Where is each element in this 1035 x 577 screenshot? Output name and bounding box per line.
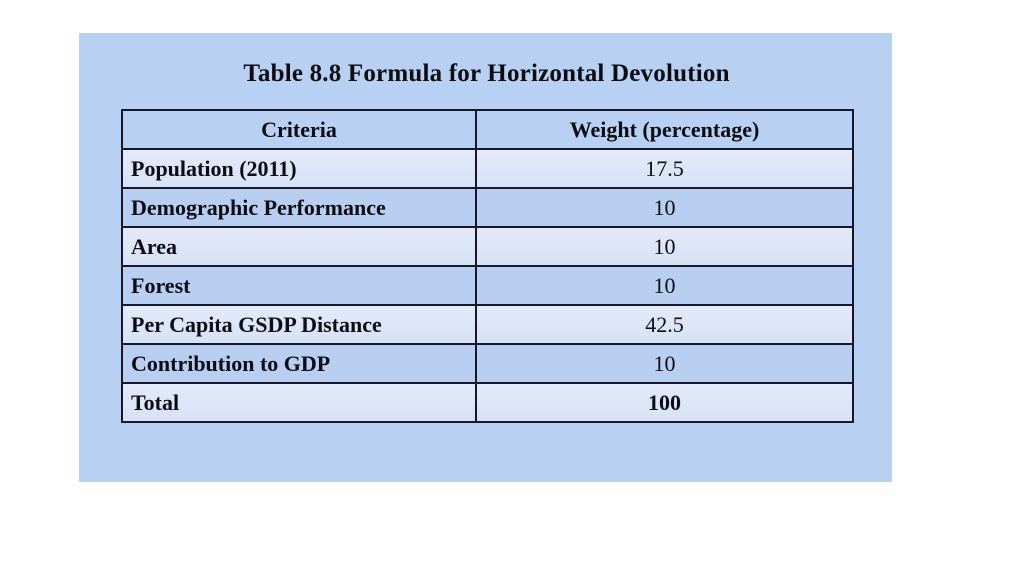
column-header-weight: Weight (percentage) [475,109,854,150]
table-cell-criteria: Population (2011) [121,148,477,189]
table-cell-weight: 42.5 [475,304,854,345]
table-cell-criteria: Per Capita GSDP Distance [121,304,477,345]
content-panel: Table 8.8 Formula for Horizontal Devolut… [79,33,892,482]
table-title: Table 8.8 Formula for Horizontal Devolut… [243,60,730,87]
table-cell-weight: 10 [475,343,854,384]
table-row-per-capita-gsdp-distance: Per Capita GSDP Distance 42.5 [121,304,854,345]
table-cell-weight: 100 [475,382,854,423]
devolution-table: Criteria Weight (percentage) Population … [121,109,854,423]
table-cell-criteria: Demographic Performance [121,187,477,228]
table-row-population: Population (2011) 17.5 [121,148,854,189]
table-cell-weight: 10 [475,226,854,267]
table-cell-weight: 17.5 [475,148,854,189]
table-row-forest: Forest 10 [121,265,854,306]
table-row-contribution-to-gdp: Contribution to GDP 10 [121,343,854,384]
column-header-criteria: Criteria [121,109,477,150]
table-cell-criteria: Contribution to GDP [121,343,477,384]
table-cell-weight: 10 [475,265,854,306]
table-row-area: Area 10 [121,226,854,267]
table-row-demographic-performance: Demographic Performance 10 [121,187,854,228]
table-header-row: Criteria Weight (percentage) [121,109,854,150]
table-cell-criteria: Area [121,226,477,267]
table-cell-weight: 10 [475,187,854,228]
table-cell-criteria: Forest [121,265,477,306]
table-row-total: Total 100 [121,382,854,423]
table-cell-criteria: Total [121,382,477,423]
